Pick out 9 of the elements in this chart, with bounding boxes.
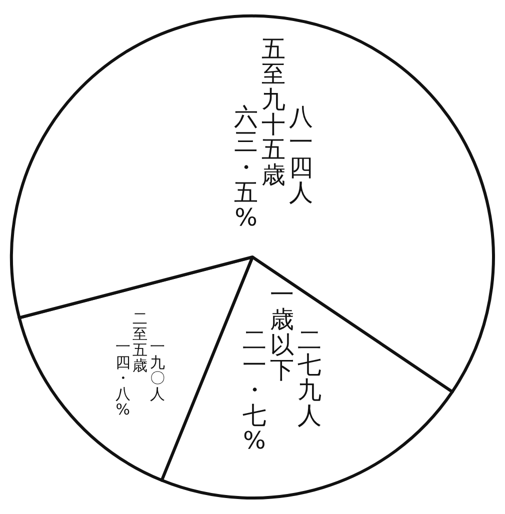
text: 二七九人 xyxy=(298,326,322,430)
data-label: 二一・七% xyxy=(242,326,266,455)
data-label: 六三・五% xyxy=(234,102,258,232)
text: 八一四人 xyxy=(289,102,314,207)
slice-label: 五至九十五歳 xyxy=(262,34,286,189)
slice-label: 二至五歳 xyxy=(132,309,148,375)
text: 一九〇人 xyxy=(150,338,165,403)
data-label: 一四・八% xyxy=(115,338,130,419)
slice-label: 一歳以下 xyxy=(270,280,294,384)
